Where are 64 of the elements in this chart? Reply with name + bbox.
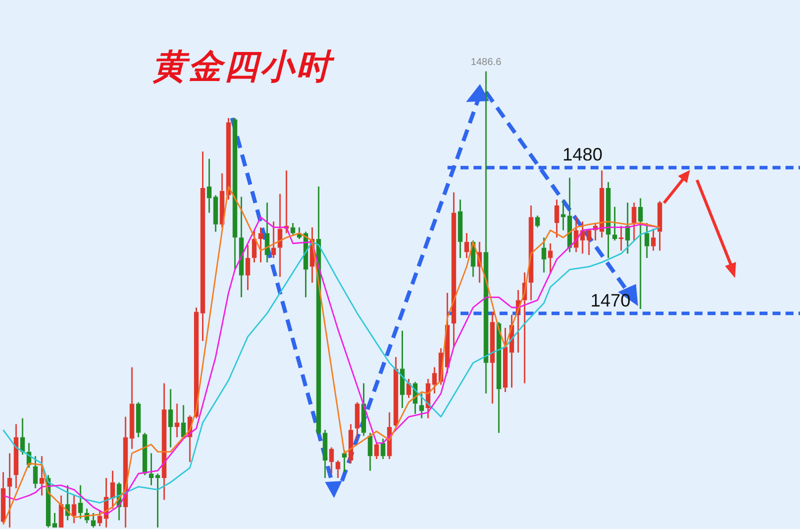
candlestick (464, 232, 469, 259)
candlestick (618, 225, 624, 252)
candlestick (40, 455, 44, 496)
candlestick (606, 181, 611, 259)
candlestick (329, 446, 334, 474)
candlestick (458, 198, 463, 259)
candlestick (20, 418, 25, 456)
text: 黄金四小时 (152, 46, 332, 89)
candlestick (612, 206, 618, 242)
candlestick (194, 306, 199, 419)
candlestick (374, 442, 379, 460)
annotation: 1486.6 (470, 57, 502, 68)
candlestick (502, 327, 508, 393)
candlestick (484, 70, 488, 394)
candlestick (560, 198, 566, 231)
candlestick (264, 202, 270, 264)
candlestick (206, 158, 212, 214)
candlestick (322, 429, 328, 479)
candlestick (78, 484, 83, 520)
candlestick (336, 460, 340, 479)
candlestick (644, 222, 650, 259)
ref-line-label: 1470 (590, 290, 631, 310)
candlestick (246, 244, 250, 291)
candlestick (58, 494, 64, 528)
candlestick (0, 471, 6, 524)
candlestick (91, 512, 96, 528)
candlestick (600, 170, 604, 238)
candlestick (72, 494, 76, 524)
candlestick (33, 455, 38, 489)
candlestick (148, 452, 154, 486)
candlestick (162, 382, 166, 501)
candlestick (155, 472, 160, 528)
candlestick (232, 117, 238, 270)
candlestick (354, 402, 360, 441)
candlestick (200, 150, 206, 342)
candlestick (168, 388, 173, 448)
candlestick (7, 452, 12, 528)
candlestick (278, 193, 282, 278)
candlestick (657, 200, 662, 252)
candlestick (528, 204, 534, 301)
candlestick (271, 220, 276, 259)
candlestick (632, 202, 636, 242)
candlestick (542, 236, 546, 274)
candlestick (52, 512, 58, 528)
candlestick (451, 192, 456, 348)
candlestick (548, 242, 553, 274)
candlestick (290, 222, 296, 236)
candlestick (174, 402, 180, 438)
candlestick (348, 423, 354, 464)
candlestick (419, 392, 424, 419)
candlestick (213, 194, 218, 232)
candlestick (14, 423, 18, 489)
candlestick (400, 330, 405, 409)
candlestick (490, 311, 495, 404)
candlestick (554, 198, 560, 238)
candlestick (651, 228, 656, 252)
candlestick (258, 226, 264, 264)
candlestick (368, 432, 372, 472)
candlestick (394, 356, 398, 428)
candlestick (110, 470, 115, 510)
ref-line-label: 1480 (562, 144, 603, 165)
candlestick (136, 402, 141, 438)
candlestick (252, 230, 257, 264)
candlestick (638, 197, 643, 310)
